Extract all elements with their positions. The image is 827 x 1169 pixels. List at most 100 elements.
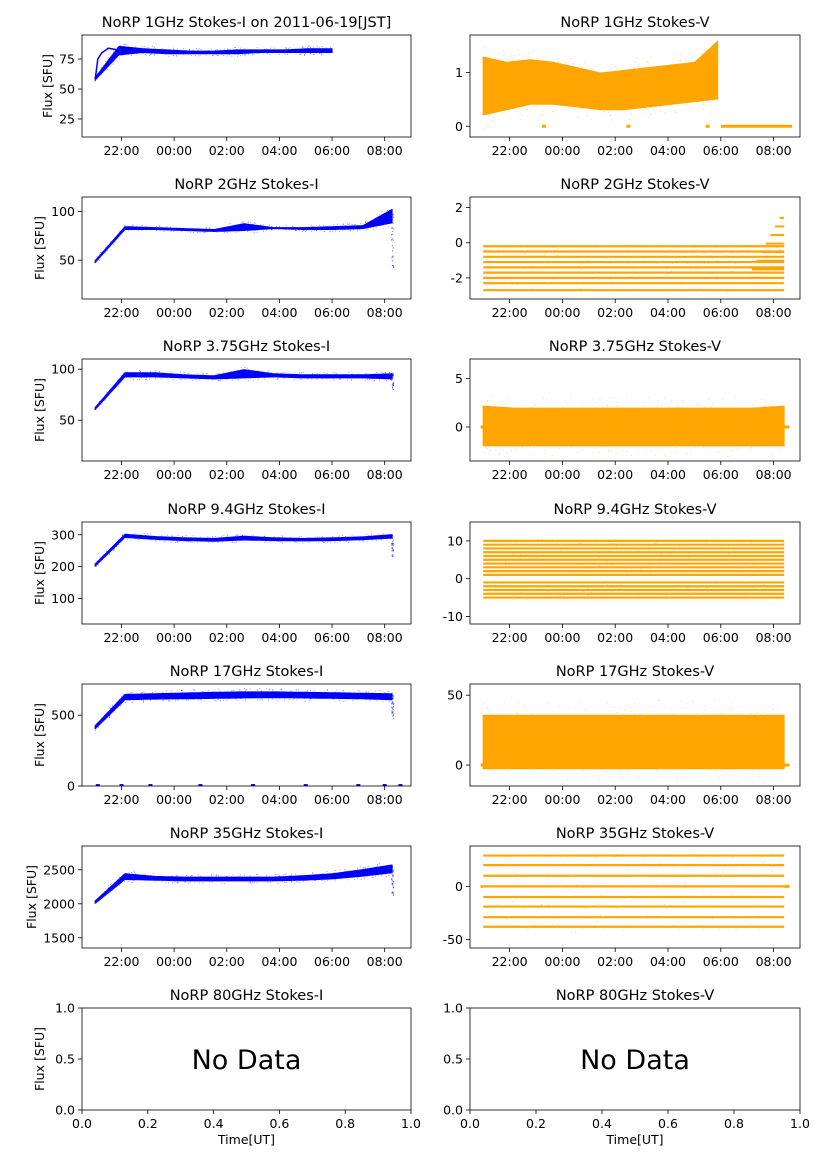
- data-point: [594, 852, 596, 854]
- data-point: [378, 690, 380, 692]
- data-point: [741, 555, 743, 557]
- data-point: [687, 263, 688, 265]
- data-point: [366, 541, 368, 543]
- data-point: [738, 567, 739, 568]
- data-point: [502, 771, 504, 773]
- data-point: [503, 53, 505, 55]
- data-point: [173, 378, 175, 380]
- data-point: [218, 373, 220, 375]
- data-point: [392, 871, 395, 873]
- data-point: [186, 874, 188, 876]
- data-point: [505, 575, 507, 577]
- data-point: [135, 873, 137, 875]
- data-point: [686, 582, 688, 584]
- data-point: [564, 584, 566, 586]
- data-point: [216, 55, 218, 56]
- data-point: [595, 247, 597, 249]
- data-point: [312, 226, 314, 227]
- data-point: [614, 874, 616, 876]
- data-point: [360, 866, 362, 868]
- data-point: [381, 875, 383, 877]
- data-point: [398, 784, 403, 786]
- data-point: [335, 879, 336, 881]
- data-point: [98, 557, 100, 559]
- data-point: [494, 863, 496, 865]
- data-point: [298, 372, 300, 374]
- data-point: [309, 46, 311, 48]
- data-point: [198, 228, 200, 229]
- x-tick-label: 02:00: [209, 467, 245, 482]
- data-point: [134, 533, 136, 535]
- data-point: [392, 386, 394, 388]
- data-point: [638, 65, 639, 67]
- data-point: [182, 536, 183, 538]
- x-tick-label: 04:00: [650, 792, 686, 807]
- x-tick-label: 02:00: [597, 792, 633, 807]
- data-point: [504, 868, 506, 870]
- data-point: [365, 221, 367, 223]
- data-point: [592, 282, 594, 284]
- data-point: [208, 50, 210, 51]
- data-point: [644, 563, 646, 565]
- data-point: [282, 372, 284, 374]
- data-point: [272, 690, 274, 692]
- data-point: [764, 257, 766, 259]
- data-point: [587, 587, 589, 589]
- data-series-fill: [482, 40, 719, 116]
- data-point: [752, 551, 754, 553]
- data-point: [217, 541, 219, 543]
- data-point: [388, 874, 390, 876]
- data-point: [561, 251, 563, 253]
- y-tick-label: 1.0: [55, 1001, 75, 1016]
- data-point: [391, 543, 393, 545]
- data-point: [133, 871, 135, 873]
- data-point: [392, 382, 394, 384]
- data-point: [603, 401, 605, 403]
- data-point: [696, 248, 698, 250]
- data-point: [526, 116, 528, 118]
- data-point: [536, 277, 538, 279]
- data-point: [507, 452, 509, 454]
- data-point: [265, 48, 267, 50]
- data-point: [202, 232, 204, 234]
- data-point: [524, 907, 526, 909]
- data-point: [235, 232, 237, 234]
- data-point: [254, 222, 256, 224]
- data-point: [171, 534, 173, 536]
- data-point: [139, 378, 141, 380]
- data-point: [761, 546, 763, 547]
- data-point: [666, 582, 667, 583]
- data-band: [94, 688, 393, 731]
- data-point: [562, 782, 564, 784]
- data-point: [484, 876, 486, 878]
- data-point: [251, 223, 253, 225]
- x-tick-label: 1.0: [790, 1116, 810, 1131]
- x-tick-label: 08:00: [367, 467, 403, 482]
- data-point: [541, 540, 543, 542]
- data-point: [100, 67, 102, 69]
- data-point: [342, 230, 344, 231]
- data-point: [125, 702, 127, 704]
- data-point: [679, 256, 681, 258]
- data-point: [226, 536, 228, 538]
- data-point: [684, 902, 686, 904]
- data-point: [288, 48, 290, 49]
- data-point: [614, 66, 616, 67]
- data-point: [300, 536, 302, 538]
- data-point: [538, 115, 540, 117]
- data-point: [137, 230, 139, 232]
- data-point: [580, 702, 582, 703]
- data-point: [375, 227, 377, 229]
- data-point: [123, 372, 124, 374]
- data-point: [391, 379, 393, 381]
- data-point: [590, 540, 592, 542]
- data-point: [200, 875, 202, 877]
- data-point: [391, 227, 393, 229]
- data-point: [684, 882, 685, 884]
- data-point: [559, 261, 561, 263]
- data-point: [371, 540, 373, 542]
- data-point: [144, 53, 146, 55]
- data-point: [625, 249, 627, 251]
- data-point: [193, 689, 195, 691]
- data-point: [560, 549, 562, 551]
